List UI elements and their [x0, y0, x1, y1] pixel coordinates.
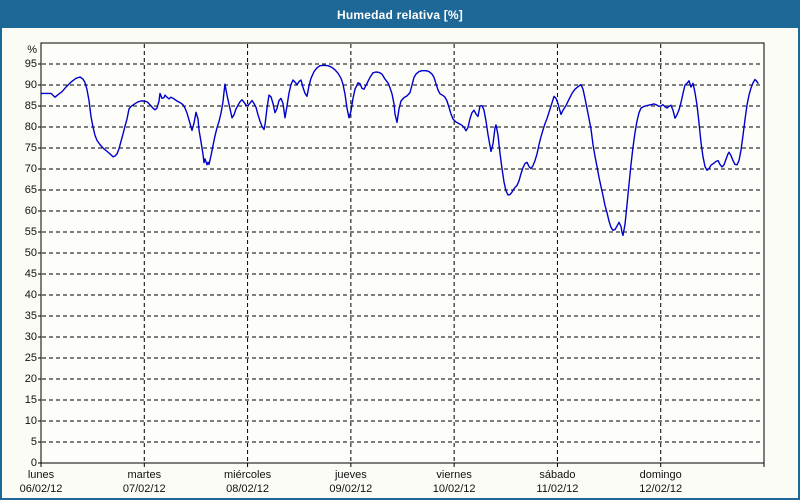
y-tick-label: 55 — [24, 225, 37, 238]
day-date: 08/02/12 — [226, 483, 269, 495]
day-name: viernes — [436, 469, 472, 481]
x-day-label-domingo: domingo 12/02/12 — [616, 469, 706, 496]
y-tick-label: 95 — [24, 57, 37, 70]
y-tick-label: 80 — [24, 120, 37, 133]
x-day-label-martes: martes 07/02/12 — [99, 469, 189, 496]
chart-title: Humedad relativa [%] — [336, 8, 464, 22]
x-day-label-miércoles: miércoles 08/02/12 — [203, 469, 293, 496]
y-tick-label: 20 — [24, 372, 37, 385]
day-name: martes — [127, 469, 162, 481]
chart-title-bar: Humedad relativa [%] — [2, 2, 798, 28]
day-date: 11/02/12 — [536, 483, 579, 495]
y-tick-label: 25 — [24, 351, 37, 364]
x-day-label-jueves: jueves 09/02/12 — [306, 469, 396, 496]
day-date: 10/02/12 — [432, 483, 476, 495]
y-tick-label: 5 — [30, 435, 37, 448]
day-date: 12/02/12 — [639, 483, 683, 495]
humidity-line-chart — [38, 42, 765, 467]
y-tick-label: 60 — [24, 204, 37, 217]
y-tick-label: 90 — [24, 78, 37, 91]
y-tick-label: 70 — [24, 162, 37, 175]
day-date: 07/02/12 — [122, 483, 166, 495]
x-day-label-lunes: lunes 06/02/12 — [0, 469, 86, 496]
y-tick-label: 15 — [24, 393, 37, 406]
x-day-label-sábado: sábado 11/02/12 — [512, 469, 602, 496]
y-tick-label: 85 — [24, 99, 37, 112]
y-tick-label: 40 — [24, 288, 37, 301]
y-tick-label: 50 — [24, 246, 37, 259]
y-tick-label: 0 — [30, 456, 37, 469]
y-tick-label: 65 — [24, 183, 37, 196]
day-date: 06/02/12 — [19, 483, 63, 495]
y-tick-label: 30 — [24, 330, 37, 343]
y-tick-label: 75 — [24, 141, 37, 154]
y-tick-label: 10 — [24, 414, 37, 427]
y-axis-unit-label: % — [27, 43, 37, 56]
y-tick-label: 35 — [24, 309, 37, 322]
day-name: lunes — [27, 469, 55, 481]
chart-area: % 0 5 10 15 20 25 30 35 40 45 50 55 60 65 70 75 80 85 90 95 … — [2, 28, 798, 498]
y-tick-label: 45 — [24, 267, 37, 280]
day-name: miércoles — [224, 469, 272, 481]
x-day-label-viernes: viernes 10/02/12 — [409, 469, 499, 496]
humidity-series-line — [40, 64, 759, 237]
day-name: domingo — [639, 469, 682, 481]
day-name: jueves — [334, 469, 367, 481]
day-name: sábado — [539, 469, 576, 481]
day-date: 09/02/12 — [329, 483, 373, 495]
